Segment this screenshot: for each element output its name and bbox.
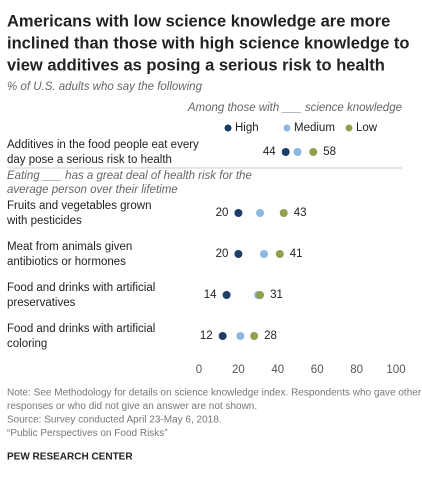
x-tick-label: 80	[350, 364, 363, 376]
dot	[260, 250, 269, 258]
category-label: with pesticides	[6, 215, 82, 227]
x-tick-label: 60	[311, 364, 324, 376]
value-label: 41	[290, 248, 303, 260]
value-label: 20	[216, 248, 229, 260]
x-tick-label: 20	[232, 364, 245, 376]
value-label: 31	[270, 289, 283, 301]
dot	[234, 250, 243, 258]
dot	[234, 209, 243, 217]
legend-label: Low	[356, 122, 378, 134]
x-tick-label: 0	[196, 364, 202, 376]
value-label: 14	[204, 289, 217, 301]
source-org: PEW RESEARCH CENTER	[7, 452, 133, 463]
dot	[279, 209, 288, 217]
section-label: Eating ___ has a great deal of health ri…	[7, 170, 252, 182]
category-label: Additives in the food people eat every	[7, 139, 199, 151]
subtitle: % of U.S. adults who say the following	[7, 81, 203, 93]
category-label: Food and drinks with artificial	[7, 323, 155, 335]
dot	[293, 148, 302, 156]
legend-swatch	[345, 124, 353, 132]
category-label: Food and drinks with artificial	[7, 282, 155, 294]
category-label: coloring	[7, 338, 47, 350]
dot	[256, 291, 265, 299]
dot	[236, 332, 245, 340]
value-label: 12	[200, 330, 213, 342]
chart-title: inclined than those with high science kn…	[7, 34, 409, 52]
x-tick-label: 40	[271, 364, 284, 376]
category-label: antibiotics or hormones	[7, 256, 126, 268]
chart-title: view additives as posing a serious risk …	[7, 56, 385, 74]
dot	[218, 332, 227, 340]
legend-label: Medium	[294, 122, 335, 134]
value-label: 28	[264, 330, 277, 342]
chart-title: Americans with low science knowledge are…	[7, 12, 390, 30]
legend-title: Among those with ___ science knowledge	[187, 102, 402, 114]
category-label: Fruits and vegetables grown	[7, 200, 151, 212]
dot	[250, 332, 259, 340]
category-label: day pose a serious risk to health	[7, 154, 172, 166]
note: Note: See Methodology for details on sci…	[7, 388, 422, 399]
category-label: preservatives	[7, 297, 76, 309]
x-tick-label: 100	[386, 364, 405, 376]
legend-swatch	[283, 124, 291, 132]
dot	[256, 209, 265, 217]
dot	[309, 148, 318, 156]
section-label: average person over their lifetime	[7, 184, 178, 196]
value-label: 44	[263, 146, 276, 158]
legend-swatch	[224, 124, 232, 132]
note: responses or who did not give an answer …	[7, 401, 257, 412]
value-label: 43	[294, 207, 307, 219]
dot	[222, 291, 231, 299]
legend-label: High	[235, 122, 259, 134]
value-label: 20	[216, 207, 229, 219]
category-label: Meat from animals given	[7, 241, 132, 253]
note: Source: Survey conducted April 23-May 6,…	[7, 415, 222, 426]
dot	[281, 148, 290, 156]
note: “Public Perspectives on Food Risks”	[7, 428, 168, 439]
dot	[275, 250, 284, 258]
value-label: 58	[323, 146, 336, 158]
